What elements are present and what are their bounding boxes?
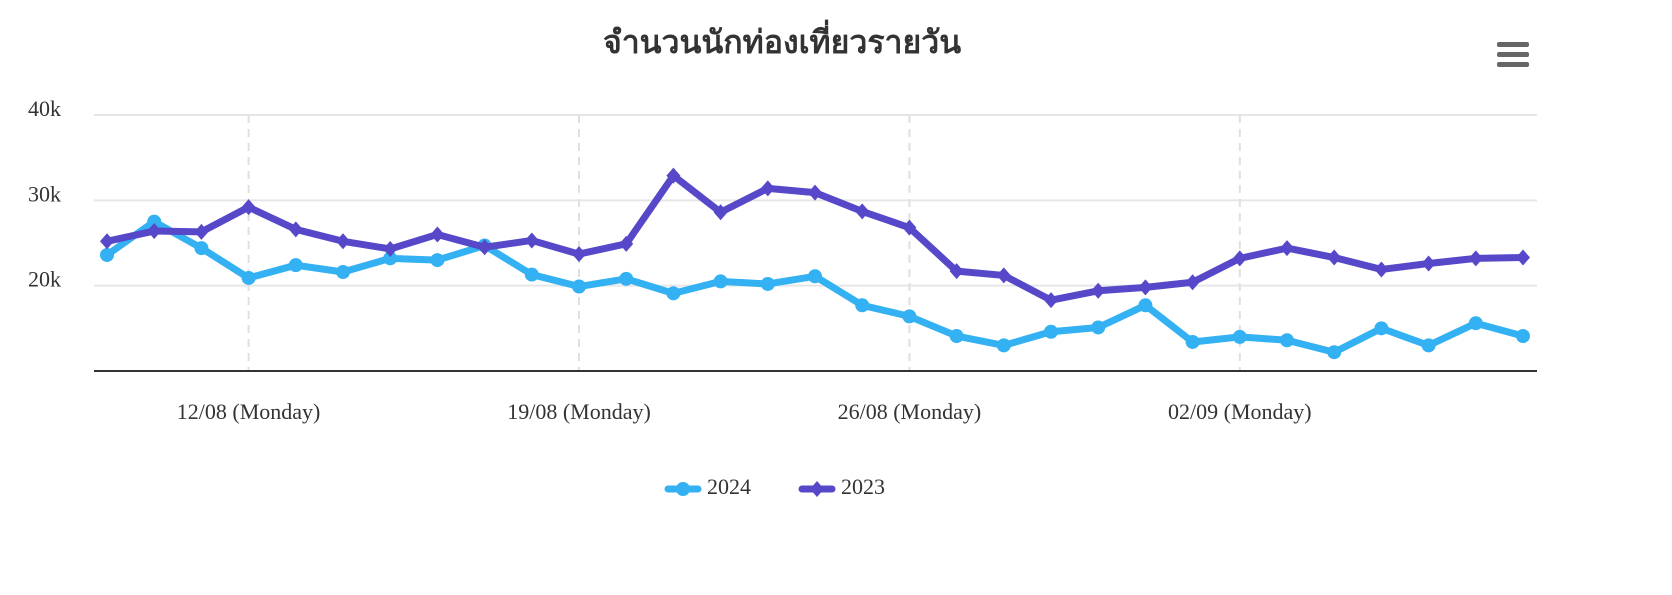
data-point (902, 309, 917, 324)
data-point (1232, 329, 1247, 344)
data-point (1044, 324, 1058, 339)
x-tick-label: 02/09 (Monday) (1168, 399, 1312, 424)
data-point (288, 258, 303, 273)
data-point (100, 247, 114, 262)
legend-label: 2024 (707, 474, 751, 499)
menu-bar[interactable] (1497, 42, 1529, 47)
menu-bar[interactable] (1497, 52, 1529, 57)
data-point (902, 219, 917, 236)
data-point (855, 298, 870, 313)
data-point (808, 184, 822, 201)
data-point (572, 279, 586, 294)
data-point (1232, 250, 1247, 267)
legend-marker (676, 482, 690, 496)
data-point (524, 267, 539, 282)
data-point (666, 167, 681, 184)
data-point (336, 233, 350, 250)
data-point (1327, 345, 1342, 360)
data-point (572, 246, 586, 263)
data-point (1280, 333, 1294, 348)
data-point (241, 199, 256, 216)
data-point (1091, 320, 1106, 335)
data-point (713, 204, 728, 221)
data-point (1468, 316, 1483, 331)
data-point (1516, 249, 1530, 266)
data-point (1185, 334, 1200, 349)
data-point (1327, 249, 1342, 266)
y-tick-label: 40k (28, 96, 61, 121)
chart-title: จำนวนนักท่องเที่ยวรายวัน (603, 19, 961, 61)
data-point (1374, 321, 1389, 336)
data-point (147, 223, 162, 240)
data-point (996, 267, 1011, 284)
data-point (241, 270, 256, 285)
data-point (383, 251, 398, 266)
data-point (383, 240, 398, 257)
data-point (1280, 240, 1294, 257)
data-point (619, 271, 634, 286)
data-point (147, 214, 162, 229)
series-line (103, 218, 1527, 356)
data-point (1044, 292, 1058, 309)
menu-bar[interactable] (1497, 62, 1529, 67)
menu-button[interactable] (1497, 42, 1529, 67)
x-tick-label: 12/08 (Monday) (177, 399, 321, 424)
data-point (1516, 329, 1530, 344)
data-point (477, 239, 492, 256)
y-tick-label: 30k (28, 181, 61, 206)
data-point (713, 274, 728, 289)
y-tick-label: 20k (28, 267, 61, 292)
data-point (949, 329, 964, 344)
data-point (194, 223, 209, 240)
data-point (1421, 255, 1436, 272)
data-point (1091, 282, 1106, 299)
data-point (194, 241, 209, 256)
data-point (524, 232, 539, 249)
data-point (1421, 338, 1436, 353)
data-point (1468, 250, 1483, 267)
data-point (760, 276, 775, 291)
data-point (808, 269, 822, 284)
legend-marker (810, 481, 824, 497)
data-point (1138, 298, 1153, 313)
x-tick-label: 26/08 (Monday) (838, 399, 982, 424)
legend-label: 2023 (841, 474, 885, 499)
data-point (1138, 279, 1153, 296)
data-point (430, 253, 445, 268)
data-point (996, 338, 1011, 353)
data-point (949, 263, 964, 280)
data-point (1374, 261, 1389, 278)
data-point (336, 265, 350, 280)
data-point (1185, 274, 1200, 291)
data-point (100, 233, 114, 250)
data-point (619, 235, 634, 252)
data-point (855, 203, 870, 220)
data-point (288, 221, 303, 238)
data-point (760, 180, 775, 197)
x-tick-label: 19/08 (Monday) (507, 399, 651, 424)
data-point (666, 286, 681, 301)
data-point (430, 226, 445, 243)
